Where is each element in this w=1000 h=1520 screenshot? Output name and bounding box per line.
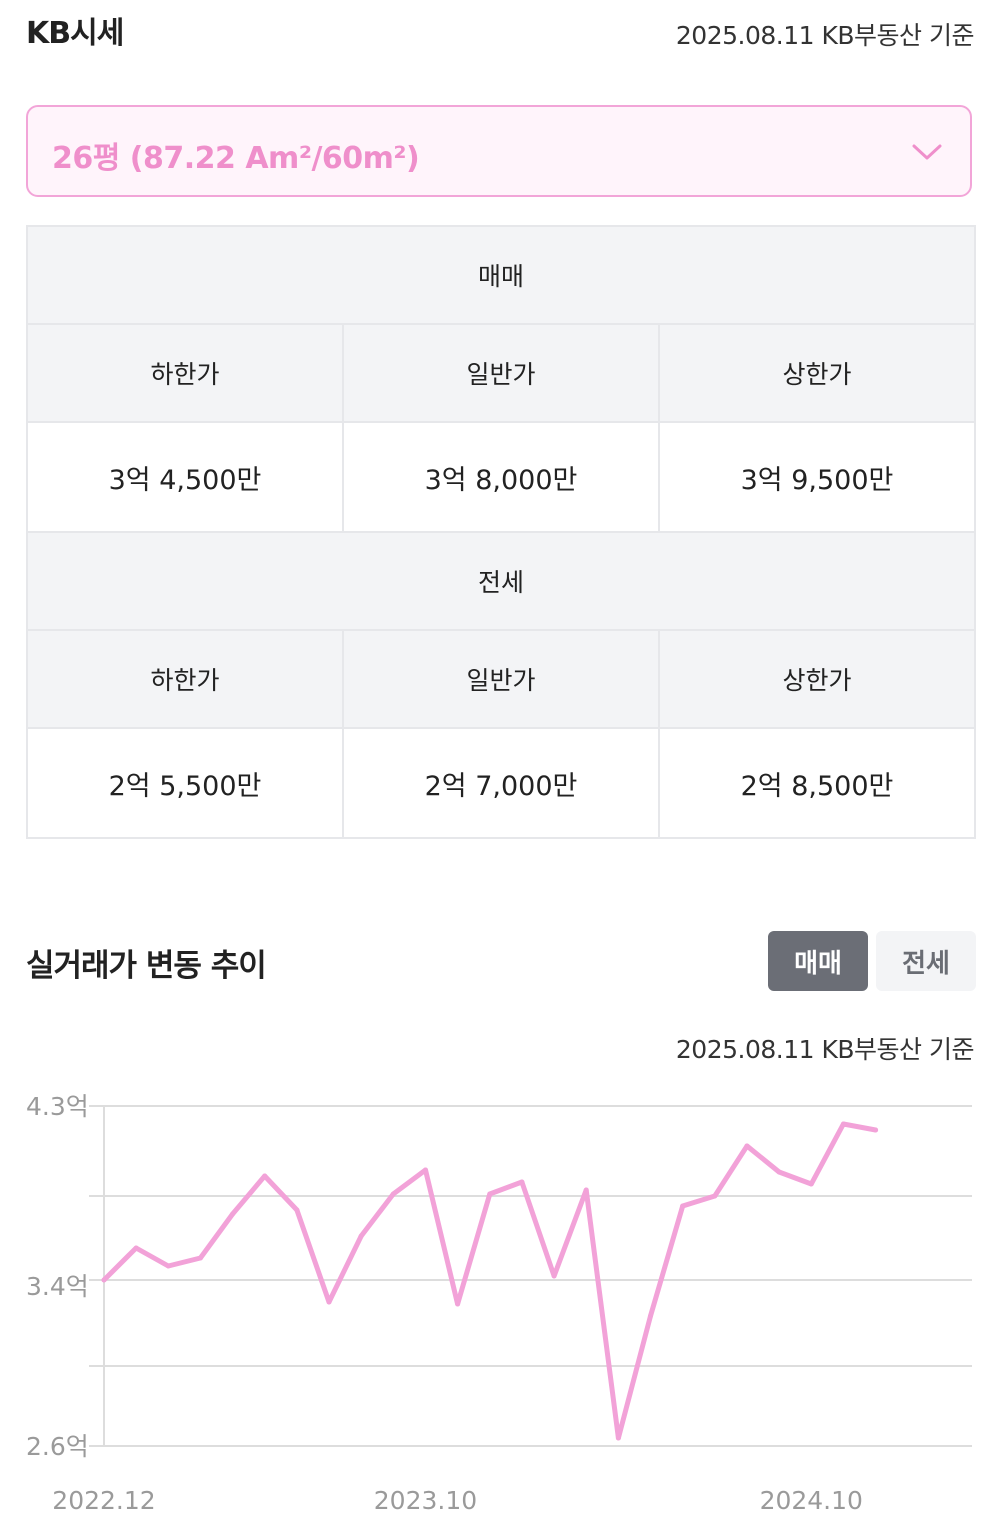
y-tick-label: 4.3억 (26, 1092, 89, 1121)
data-point (262, 1173, 268, 1179)
jeonse-col-high: 상한가 (658, 629, 976, 729)
data-point (519, 1179, 525, 1185)
data-point (294, 1207, 300, 1213)
data-point (455, 1301, 461, 1307)
price-trend-chart: 4.3억 3.4억 2.6억 2022.12 2023.10 2024.10 (26, 1092, 972, 1515)
data-point (840, 1121, 846, 1127)
kb-price-table: 매매 하한가 일반가 상한가 3억 4,500만 3억 8,000만 3억 9,… (26, 225, 976, 839)
y-tick-label: 3.4억 (26, 1272, 89, 1301)
x-tick-label: 2024.10 (760, 1486, 863, 1515)
x-tick-label: 2022.12 (52, 1486, 155, 1515)
data-point (680, 1203, 686, 1209)
data-point (712, 1193, 718, 1199)
jeonse-col-low: 하한가 (26, 629, 344, 729)
data-point (583, 1187, 589, 1193)
data-point (744, 1143, 750, 1149)
data-point (133, 1245, 139, 1251)
x-tick-label: 2023.10 (374, 1486, 477, 1515)
data-point (390, 1191, 396, 1197)
jeonse-value-high: 2억 8,500만 (658, 727, 976, 839)
area-selector[interactable]: 26평 (87.22 Am²/60m²) (26, 105, 972, 197)
toggle-sale-button[interactable]: 매매 (768, 931, 868, 991)
data-point (422, 1167, 428, 1173)
data-point (165, 1263, 171, 1269)
sale-value-high: 3억 9,500만 (658, 421, 976, 533)
jeonse-value-mid: 2억 7,000만 (342, 727, 660, 839)
data-point (101, 1277, 107, 1283)
toggle-jeonse-button[interactable]: 전세 (876, 931, 976, 991)
trend-title: 실거래가 변동 추이 (26, 948, 267, 984)
jeonse-section-header: 전세 (26, 531, 976, 631)
jeonse-col-mid: 일반가 (342, 629, 660, 729)
sale-col-low: 하한가 (26, 323, 344, 423)
data-point (648, 1313, 654, 1319)
jeonse-value-low: 2억 5,500만 (26, 727, 344, 839)
data-point (873, 1127, 879, 1133)
area-selector-label: 26평 (87.22 Am²/60m²) (52, 141, 420, 176)
sale-col-mid: 일반가 (342, 323, 660, 423)
data-point (358, 1233, 364, 1239)
data-point (808, 1181, 814, 1187)
data-point (487, 1191, 493, 1197)
sale-col-high: 상한가 (658, 323, 976, 423)
chevron-down-icon[interactable] (910, 135, 944, 169)
data-point (615, 1435, 621, 1441)
data-point (326, 1299, 332, 1305)
data-point (230, 1211, 236, 1217)
data-point (197, 1255, 203, 1261)
sale-section-header: 매매 (26, 225, 976, 325)
chart-basis-date: 2025.08.11 KB부동산 기준 (675, 1035, 975, 1064)
y-tick-label: 2.6억 (26, 1432, 89, 1461)
section-title: KB시세 (26, 16, 124, 51)
kb-price-header: KB시세 2025.08.11 KB부동산 기준 (26, 8, 975, 58)
data-point (776, 1169, 782, 1175)
sale-value-low: 3억 4,500만 (26, 421, 344, 533)
basis-date: 2025.08.11 KB부동산 기준 (675, 21, 975, 50)
sale-value-mid: 3억 8,000만 (342, 421, 660, 533)
data-point (551, 1273, 557, 1279)
